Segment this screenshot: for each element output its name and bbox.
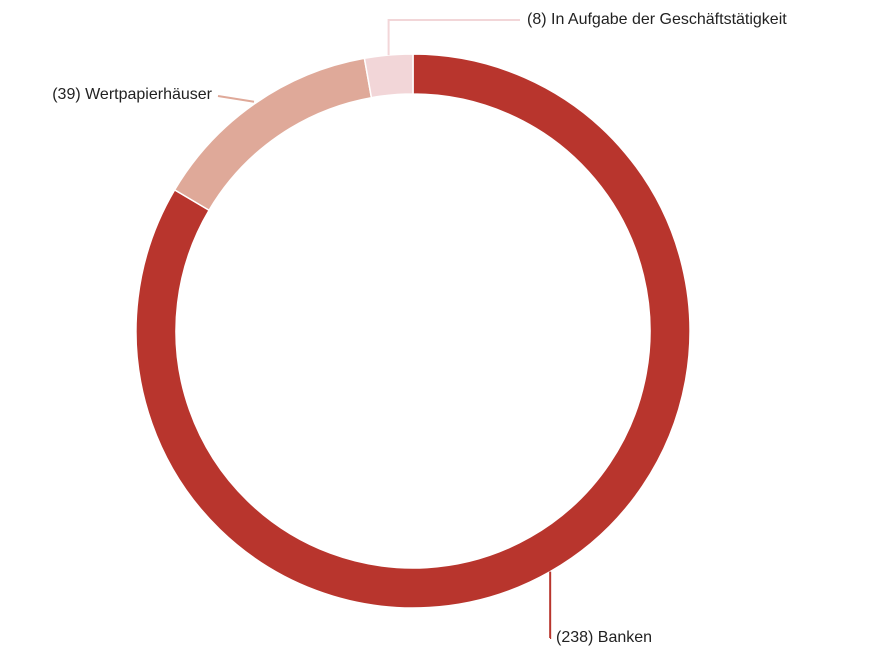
data-label: (39) Wertpapierhäuser	[52, 86, 212, 103]
data-label: (238) Banken	[556, 629, 652, 646]
donut-segment	[135, 53, 691, 609]
leader-line	[387, 19, 520, 56]
data-label: (8) In Aufgabe der Geschäftstätigkeit	[527, 11, 787, 28]
leader-line	[217, 95, 255, 103]
donut-segment	[173, 57, 373, 212]
donut-segment	[363, 53, 414, 99]
